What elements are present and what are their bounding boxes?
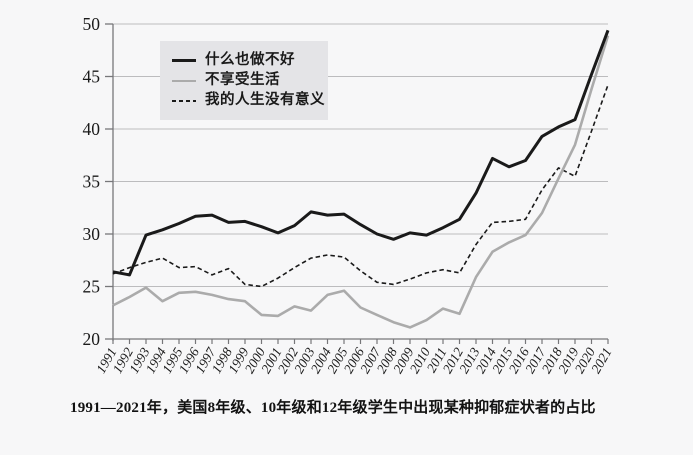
series-line-2: [112, 84, 609, 288]
chart-caption: 1991—2021年，美国8年级、10年级和12年级学生中出现某种抑郁症状者的占…: [70, 400, 596, 416]
legend-label: 不享受生活: [205, 72, 280, 89]
legend: 什么也做不好 不享受生活 我的人生没有意义: [160, 41, 328, 120]
y-tick-label: 25: [83, 277, 101, 297]
legend-item-cant-do-anything-right: 什么也做不好: [172, 52, 318, 69]
legend-item-life-meaningless: 我的人生没有意义: [172, 92, 325, 109]
y-tick-label: 20: [83, 329, 101, 349]
y-tick-label: 30: [83, 224, 101, 244]
legend-swatch-solid-black: [172, 59, 196, 62]
chart-plot-area: 20 25 30 35 40 45 50 19911992199319941995199619…: [83, 14, 615, 376]
legend-swatch-dashed-black: [172, 99, 196, 102]
legend-item-dont-enjoy-life: 不享受生活: [172, 72, 318, 89]
y-axis: 20 25 30 35 40 45 50: [83, 14, 114, 349]
series-line-1: [112, 35, 610, 329]
y-tick-label: 35: [83, 172, 101, 192]
legend-label: 什么也做不好: [205, 52, 295, 69]
y-tick-label: 45: [83, 67, 101, 87]
y-tick-label: 50: [83, 14, 101, 34]
legend-swatch-solid-gray: [172, 79, 196, 82]
y-tick-label: 40: [83, 119, 101, 139]
series-line-0: [112, 29, 610, 277]
depression-line-chart: 20 25 30 35 40 45 50 1991 1992 1993 1994 1995 1996 19…: [83, 14, 615, 376]
legend-label: 我的人生没有意义: [205, 92, 325, 109]
x-axis: 1991199219931994199519961997199819992000…: [93, 338, 615, 376]
